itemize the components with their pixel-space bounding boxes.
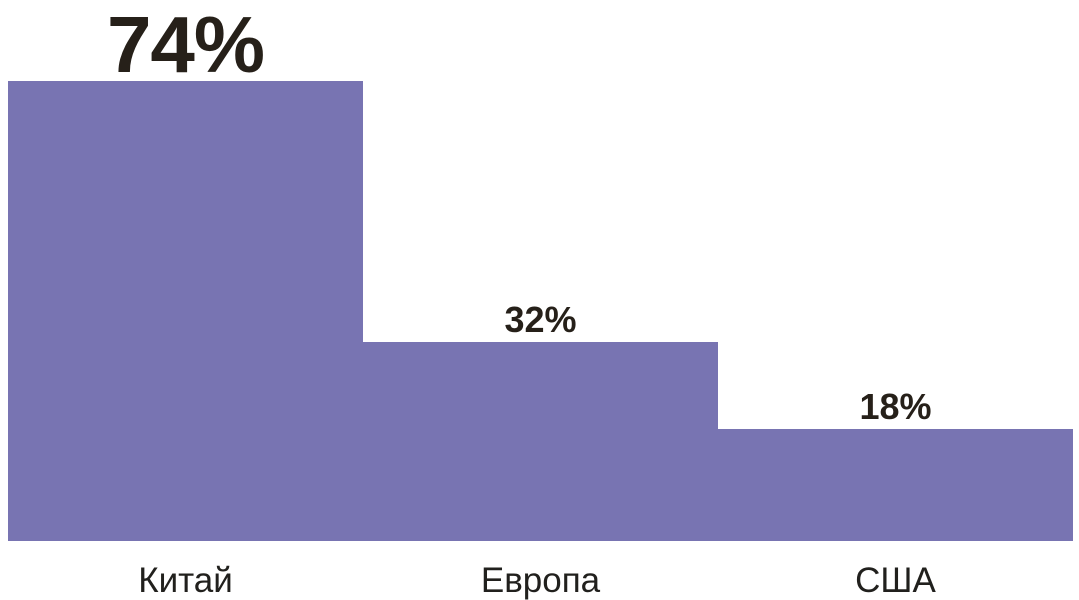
- bars-row: 74% 32% 18%: [8, 0, 1073, 541]
- bar-column: 32%: [363, 302, 718, 541]
- category-label: США: [855, 561, 936, 600]
- bar-chart: 74% 32% 18% Китай Европа США: [8, 0, 1073, 598]
- bar-column: 18%: [718, 389, 1073, 541]
- category-label: Китай: [138, 561, 233, 600]
- value-label: 32%: [504, 299, 577, 340]
- value-label: 18%: [859, 386, 932, 427]
- bar: [8, 81, 363, 541]
- categories-row: Китай Европа США: [8, 541, 1073, 598]
- bar: [363, 342, 718, 541]
- bar-column: 74%: [8, 5, 363, 541]
- value-label: 74%: [106, 0, 265, 89]
- bar: [718, 429, 1073, 541]
- category-label: Европа: [480, 561, 601, 600]
